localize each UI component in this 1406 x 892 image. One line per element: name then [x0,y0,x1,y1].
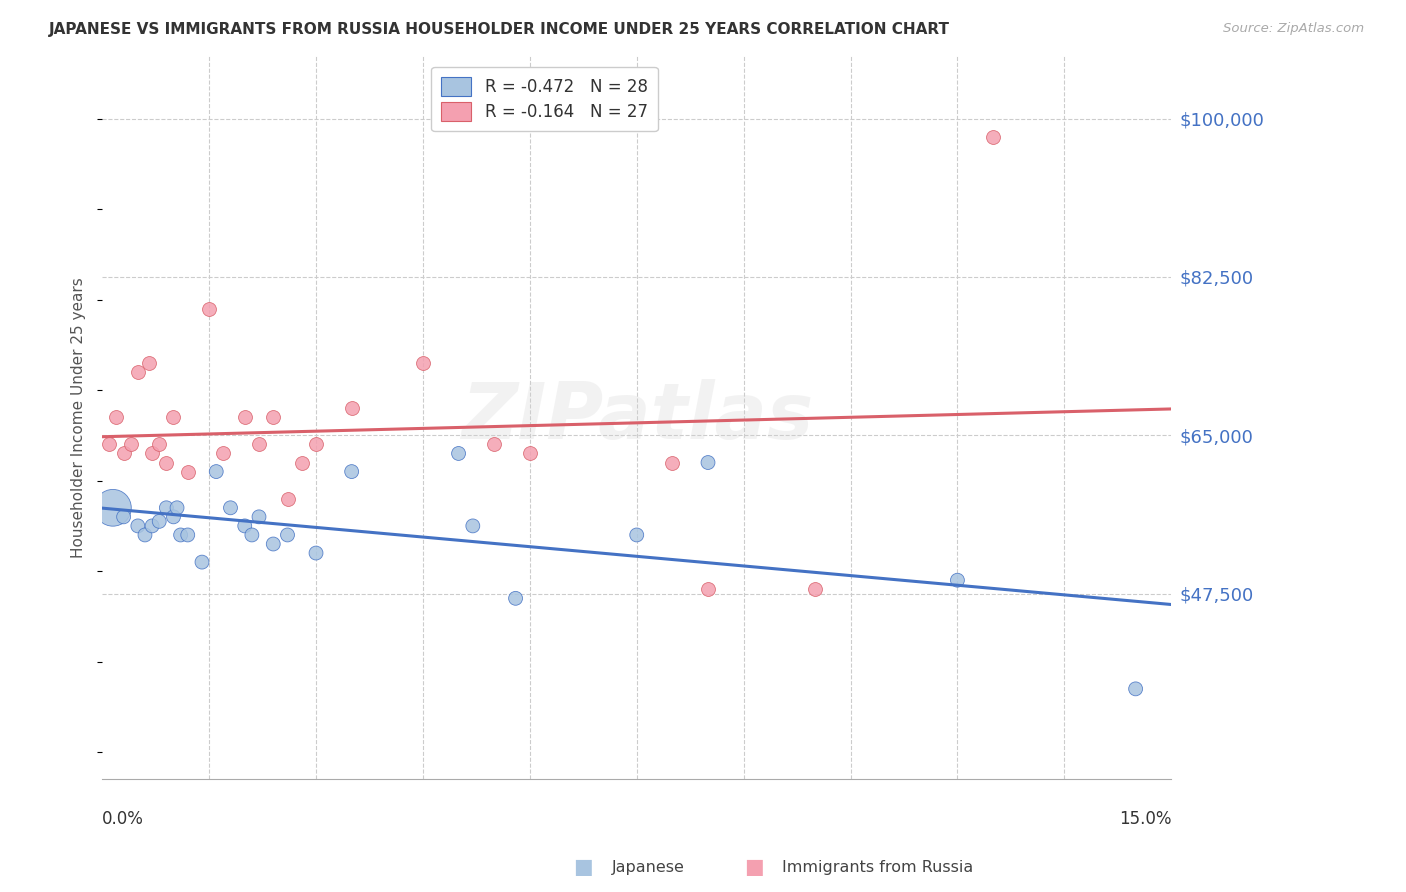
Point [247,437,270,451]
Point [447,446,470,460]
Point [162,509,184,524]
Point [169,528,191,542]
Point [141,446,163,460]
Point [177,465,200,479]
Point [340,465,363,479]
Point [697,582,720,597]
Point [98,437,121,451]
Text: 15.0%: 15.0% [1119,810,1171,828]
Point [305,437,328,451]
Point [305,546,328,560]
Point [1125,681,1147,696]
Point [205,465,228,479]
Point [233,519,256,533]
Text: Source: ZipAtlas.com: Source: ZipAtlas.com [1223,22,1364,36]
Point [340,401,363,416]
Point [626,528,648,542]
Point [412,356,434,370]
Point [141,519,163,533]
Y-axis label: Householder Income Under 25 years: Householder Income Under 25 years [72,277,86,558]
Point [262,410,284,425]
Point [247,509,270,524]
Point [112,509,135,524]
Point [804,582,827,597]
Point [148,514,170,528]
Point [505,591,527,606]
Point [697,456,720,470]
Point [212,446,235,460]
Point [661,456,683,470]
Point [105,410,128,425]
Point [120,437,142,451]
Point [276,528,298,542]
Point [276,491,298,506]
Point [166,500,188,515]
Text: 0.0%: 0.0% [103,810,143,828]
Point [519,446,541,460]
Point [981,129,1004,144]
Legend: R = -0.472   N = 28, R = -0.164   N = 27: R = -0.472 N = 28, R = -0.164 N = 27 [432,67,658,131]
Point [112,446,135,460]
Point [233,410,256,425]
Point [127,365,149,379]
Point [219,500,242,515]
Point [101,500,124,515]
Point [240,528,263,542]
Point [148,437,170,451]
Point [946,573,969,587]
Text: Japanese: Japanese [612,860,685,874]
Text: ■: ■ [574,857,593,877]
Point [127,519,149,533]
Text: ZIPatlas: ZIPatlas [461,379,813,455]
Point [162,410,184,425]
Point [191,555,214,569]
Point [155,456,177,470]
Point [134,528,156,542]
Text: JAPANESE VS IMMIGRANTS FROM RUSSIA HOUSEHOLDER INCOME UNDER 25 YEARS CORRELATION: JAPANESE VS IMMIGRANTS FROM RUSSIA HOUSE… [49,22,950,37]
Point [138,356,160,370]
Point [461,519,484,533]
Point [262,537,284,551]
Point [291,456,314,470]
Text: Immigrants from Russia: Immigrants from Russia [782,860,973,874]
Point [155,500,177,515]
Point [177,528,200,542]
Point [198,301,221,316]
Text: ■: ■ [744,857,763,877]
Point [482,437,505,451]
